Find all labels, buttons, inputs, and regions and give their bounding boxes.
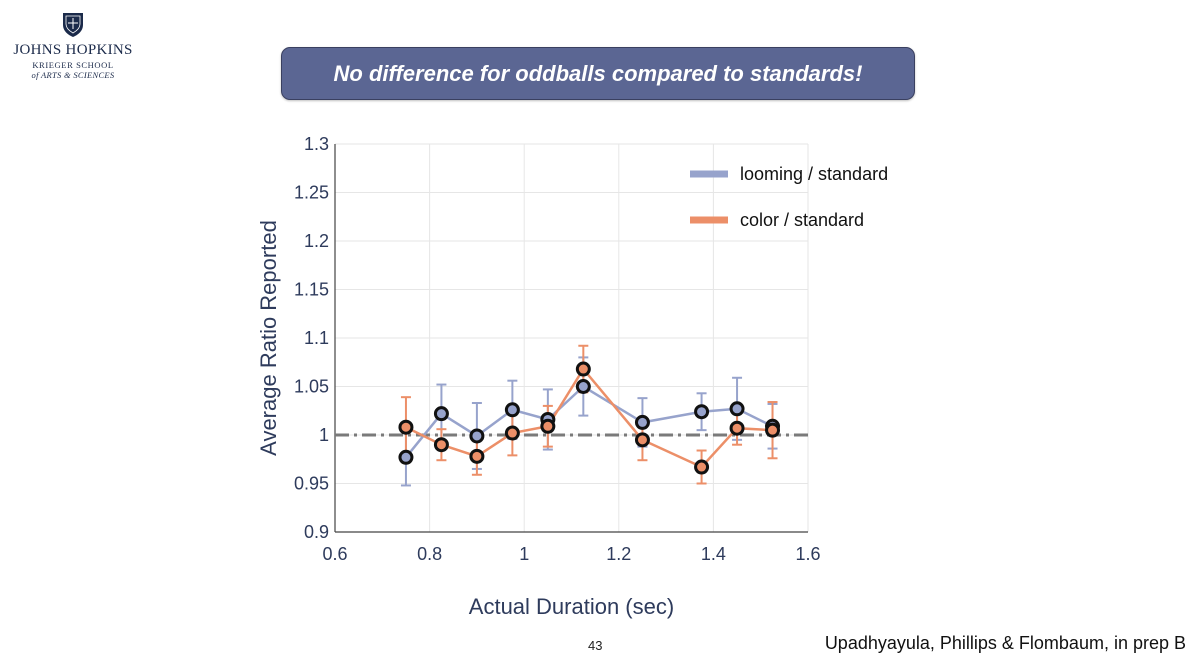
x-tick-label: 1.6: [795, 544, 820, 564]
series-line: [405, 366, 773, 469]
x-tick-label: 0.8: [417, 544, 442, 564]
series-1-points: [398, 379, 781, 465]
y-tick-label: 1.2: [304, 231, 329, 251]
y-tick-label: 0.95: [294, 474, 329, 494]
data-point: [634, 432, 650, 448]
x-tick-label: 1: [519, 544, 529, 564]
x-tick-label: 1.4: [701, 544, 726, 564]
series-line: [404, 384, 774, 459]
logo-school-line2: of ARTS & SCIENCES: [31, 70, 115, 80]
y-tick-label: 1.3: [304, 134, 329, 154]
data-point: [575, 361, 591, 377]
series-2-points: [398, 361, 781, 475]
data-point: [504, 425, 520, 441]
data-point: [469, 428, 485, 444]
university-logo: JOHNS HOPKINS KRIEGER SCHOOL of ARTS & S…: [8, 12, 138, 82]
legend-label: color / standard: [740, 210, 864, 230]
data-point: [504, 402, 520, 418]
data-point: [540, 418, 556, 434]
y-tick-label: 1.25: [294, 183, 329, 203]
data-point: [398, 419, 414, 435]
y-tick-label: 0.9: [304, 522, 329, 542]
data-point: [694, 459, 710, 475]
data-point: [469, 448, 485, 464]
page-number: 43: [588, 638, 603, 653]
shield-icon: [63, 13, 83, 37]
data-point: [398, 449, 414, 465]
data-point: [433, 406, 449, 422]
data-point: [765, 422, 781, 438]
y-tick-label: 1.05: [294, 377, 329, 397]
y-axis-label: Average Ratio Reported: [256, 220, 281, 456]
slide-title: No difference for oddballs compared to s…: [333, 60, 863, 86]
x-tick-label: 0.6: [322, 544, 347, 564]
data-point: [634, 414, 650, 430]
citation: Upadhyayula, Phillips & Flombaum, in pre…: [824, 633, 1186, 653]
y-tick-label: 1: [319, 425, 329, 445]
slide-title-banner: No difference for oddballs compared to s…: [281, 47, 915, 100]
data-point: [729, 420, 745, 436]
data-point: [575, 379, 591, 394]
legend-label: looming / standard: [740, 164, 888, 184]
data-point: [729, 401, 745, 417]
y-tick-label: 1.15: [294, 280, 329, 300]
logo-school-line1: KRIEGER SCHOOL: [32, 60, 114, 70]
data-point: [433, 437, 449, 453]
x-tick-label: 1.2: [606, 544, 631, 564]
logo-name: JOHNS HOPKINS: [13, 42, 133, 58]
data-point: [694, 404, 710, 420]
y-tick-label: 1.1: [304, 328, 329, 348]
x-axis-label: Actual Duration (sec): [469, 594, 674, 619]
